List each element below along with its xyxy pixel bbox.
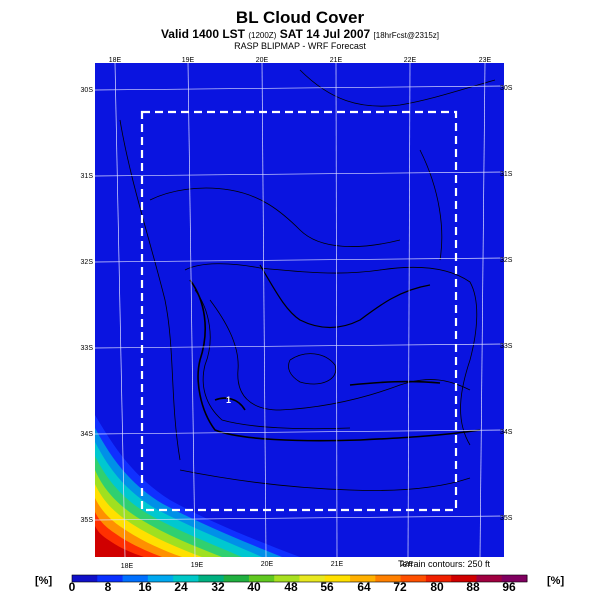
parallel-line [94, 515, 505, 521]
parallel-line [94, 343, 505, 349]
map-background [95, 63, 504, 557]
meridian-line [479, 62, 486, 558]
colorbar-tick-label: 48 [284, 580, 298, 594]
meridian-line [114, 62, 126, 558]
lon-label-top: 19E [182, 57, 195, 64]
colorbar-ticks: 0 8 16 24 32 40 48 56 64 72 80 88 96 [69, 580, 516, 594]
parallel-line [94, 257, 505, 263]
valid-time-line: Valid 1400 LST (1200Z) SAT 14 Jul 2007 [… [0, 27, 600, 41]
lon-label-bottom: 18E [121, 563, 134, 570]
meridian-line [407, 62, 411, 558]
valid-time: Valid 1400 LST [160, 27, 245, 41]
colorbar-tick-label: 0 [69, 580, 76, 594]
lat-label-right: 34S [500, 429, 513, 436]
colorbar-tick-label: 16 [138, 580, 152, 594]
colorbar-swatch [425, 575, 452, 582]
lat-label-right: 33S [500, 343, 513, 350]
colorbar-unit-left: [%] [35, 575, 53, 587]
colorbar-swatch [350, 575, 376, 582]
lat-label-right: 35S [500, 515, 513, 522]
cloud-cover-plume [95, 415, 300, 557]
colorbar-frame [71, 574, 528, 583]
lon-label-bottom: 20E [261, 561, 274, 568]
colorbar-tick-label: 72 [393, 580, 407, 594]
colorbar-swatch [223, 575, 250, 582]
lon-label-top: 21E [330, 57, 343, 64]
parallel-line [94, 429, 505, 435]
lon-label-bottom: 21E [331, 561, 344, 568]
colorbar-swatch [274, 575, 300, 582]
colorbar-swatch [147, 575, 174, 582]
colorbar [71, 574, 528, 583]
parallel-line [94, 85, 505, 91]
terrain-contour-note: Terrain contours: 250 ft [398, 559, 491, 569]
lon-label-bottom: 22E [401, 561, 414, 568]
map-title: BL Cloud Cover [235, 8, 365, 27]
colorbar-tick-label: 56 [320, 580, 334, 594]
lat-label-right: 31S [500, 171, 513, 178]
terrain-contours [119, 69, 496, 491]
colorbar-swatch [72, 575, 98, 582]
lon-label-top: 23E [479, 57, 492, 64]
colorbar-tick-label: 80 [430, 580, 444, 594]
colorbar-swatch [122, 575, 149, 582]
colorbar-swatch [451, 575, 477, 582]
colorbar-swatch [400, 575, 427, 582]
lat-label-left: 35S [81, 517, 94, 524]
site-marker-label: 1 [226, 395, 231, 405]
colorbar-tick-label: 40 [247, 580, 261, 594]
valid-time-utc: (1200Z) [248, 31, 277, 40]
colorbar-tick-label: 8 [105, 580, 112, 594]
inner-domain-box [140, 110, 458, 512]
colorbar-unit-right: [%] [547, 575, 565, 587]
colorbar-swatch [476, 575, 503, 582]
forecast-date: SAT 14 Jul 2007 [279, 27, 371, 41]
lat-label-right: 30S [500, 85, 513, 92]
lat-label-left: 30S [81, 87, 94, 94]
lat-label-left: 34S [81, 431, 94, 438]
colorbar-swatch [501, 575, 528, 582]
colorbar-tick-label: 24 [174, 580, 188, 594]
meridian-line [187, 62, 196, 558]
colorbar-tick-label: 88 [466, 580, 480, 594]
meridian-line [335, 62, 338, 558]
lon-label-top: 22E [404, 57, 417, 64]
lat-label-left: 31S [81, 173, 94, 180]
colorbar-tick-label: 96 [502, 580, 516, 594]
colorbar-swatch [375, 575, 402, 582]
lat-label-left: 33S [81, 345, 94, 352]
colorbar-swatch [324, 575, 351, 582]
lon-label-bottom: 19E [191, 562, 204, 569]
colorbar-swatch [198, 575, 225, 582]
cloud-cover-band [95, 526, 144, 557]
colorbar-swatch [97, 575, 124, 582]
colorbar-tick-label: 64 [357, 580, 371, 594]
colorbar-swatch [299, 575, 326, 582]
lon-label-top: 20E [256, 57, 269, 64]
lat-lon-grid [94, 62, 505, 558]
map-subtitle: RASP BLIPMAP - WRF Forecast [234, 41, 366, 51]
lon-label-top: 18E [109, 57, 122, 64]
colorbar-tick-label: 32 [211, 580, 225, 594]
colorbar-swatch [248, 575, 275, 582]
lat-label-left: 32S [81, 259, 94, 266]
lat-label-right: 32S [500, 257, 513, 264]
meridian-line [261, 62, 267, 558]
forecast-info: [18hrFcst@2315z] [373, 31, 440, 40]
colorbar-swatch [173, 575, 199, 582]
parallel-line [94, 171, 505, 177]
